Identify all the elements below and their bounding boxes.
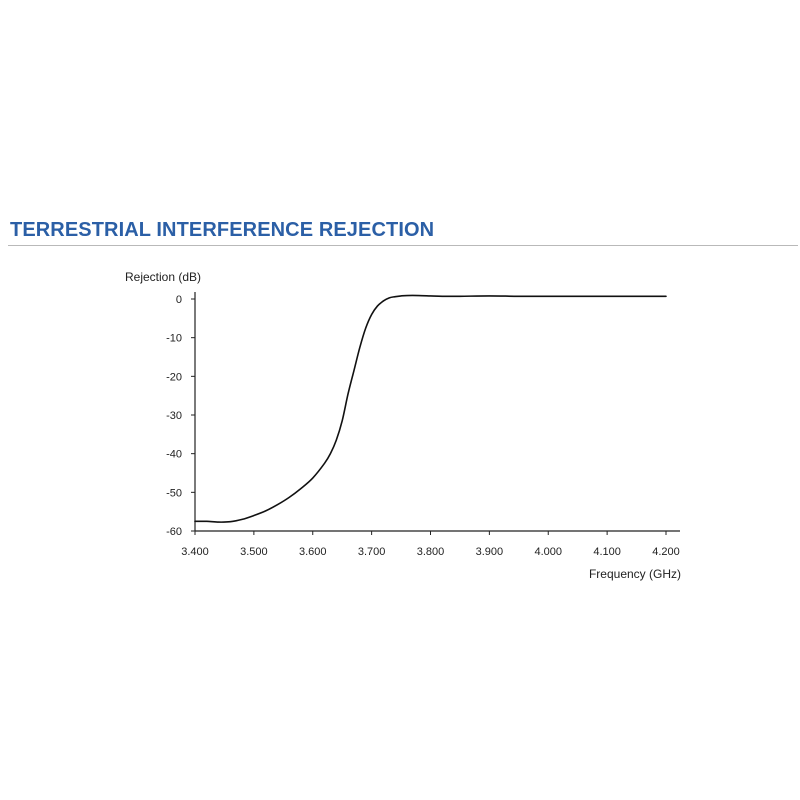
y-tick-label: -10: [166, 333, 182, 345]
x-tick-label: 3.700: [358, 546, 386, 558]
title-divider: [8, 245, 798, 246]
x-tick-label: 3.600: [299, 546, 327, 558]
x-tick-label: 3.800: [417, 546, 445, 558]
y-tick-label: -40: [166, 449, 182, 461]
x-tick-label: 4.200: [652, 546, 680, 558]
x-tick-label: 3.900: [476, 546, 504, 558]
section-title: TERRESTRIAL INTERFERENCE REJECTION: [10, 219, 435, 241]
y-tick-label: -60: [166, 526, 182, 538]
y-tick-label: -50: [166, 487, 182, 499]
y-ticks: 0 -10 -20 -30 -40 -50 -60: [166, 294, 195, 538]
y-tick-label: -20: [166, 371, 182, 383]
y-tick-label: 0: [176, 294, 182, 306]
x-tick-label: 3.400: [181, 546, 209, 558]
x-axis-label: Frequency (GHz): [589, 567, 681, 581]
x-tick-label: 4.000: [534, 546, 562, 558]
y-tick-label: -30: [166, 410, 182, 422]
x-ticks: 3.400 3.500 3.600 3.700 3.800 3.900 4.000 4.100…: [181, 531, 680, 558]
x-tick-label: 4.100: [593, 546, 621, 558]
x-tick-label: 3.500: [240, 546, 268, 558]
rejection-curve: [194, 294, 667, 523]
y-axis-label: Rejection (dB): [125, 270, 201, 284]
